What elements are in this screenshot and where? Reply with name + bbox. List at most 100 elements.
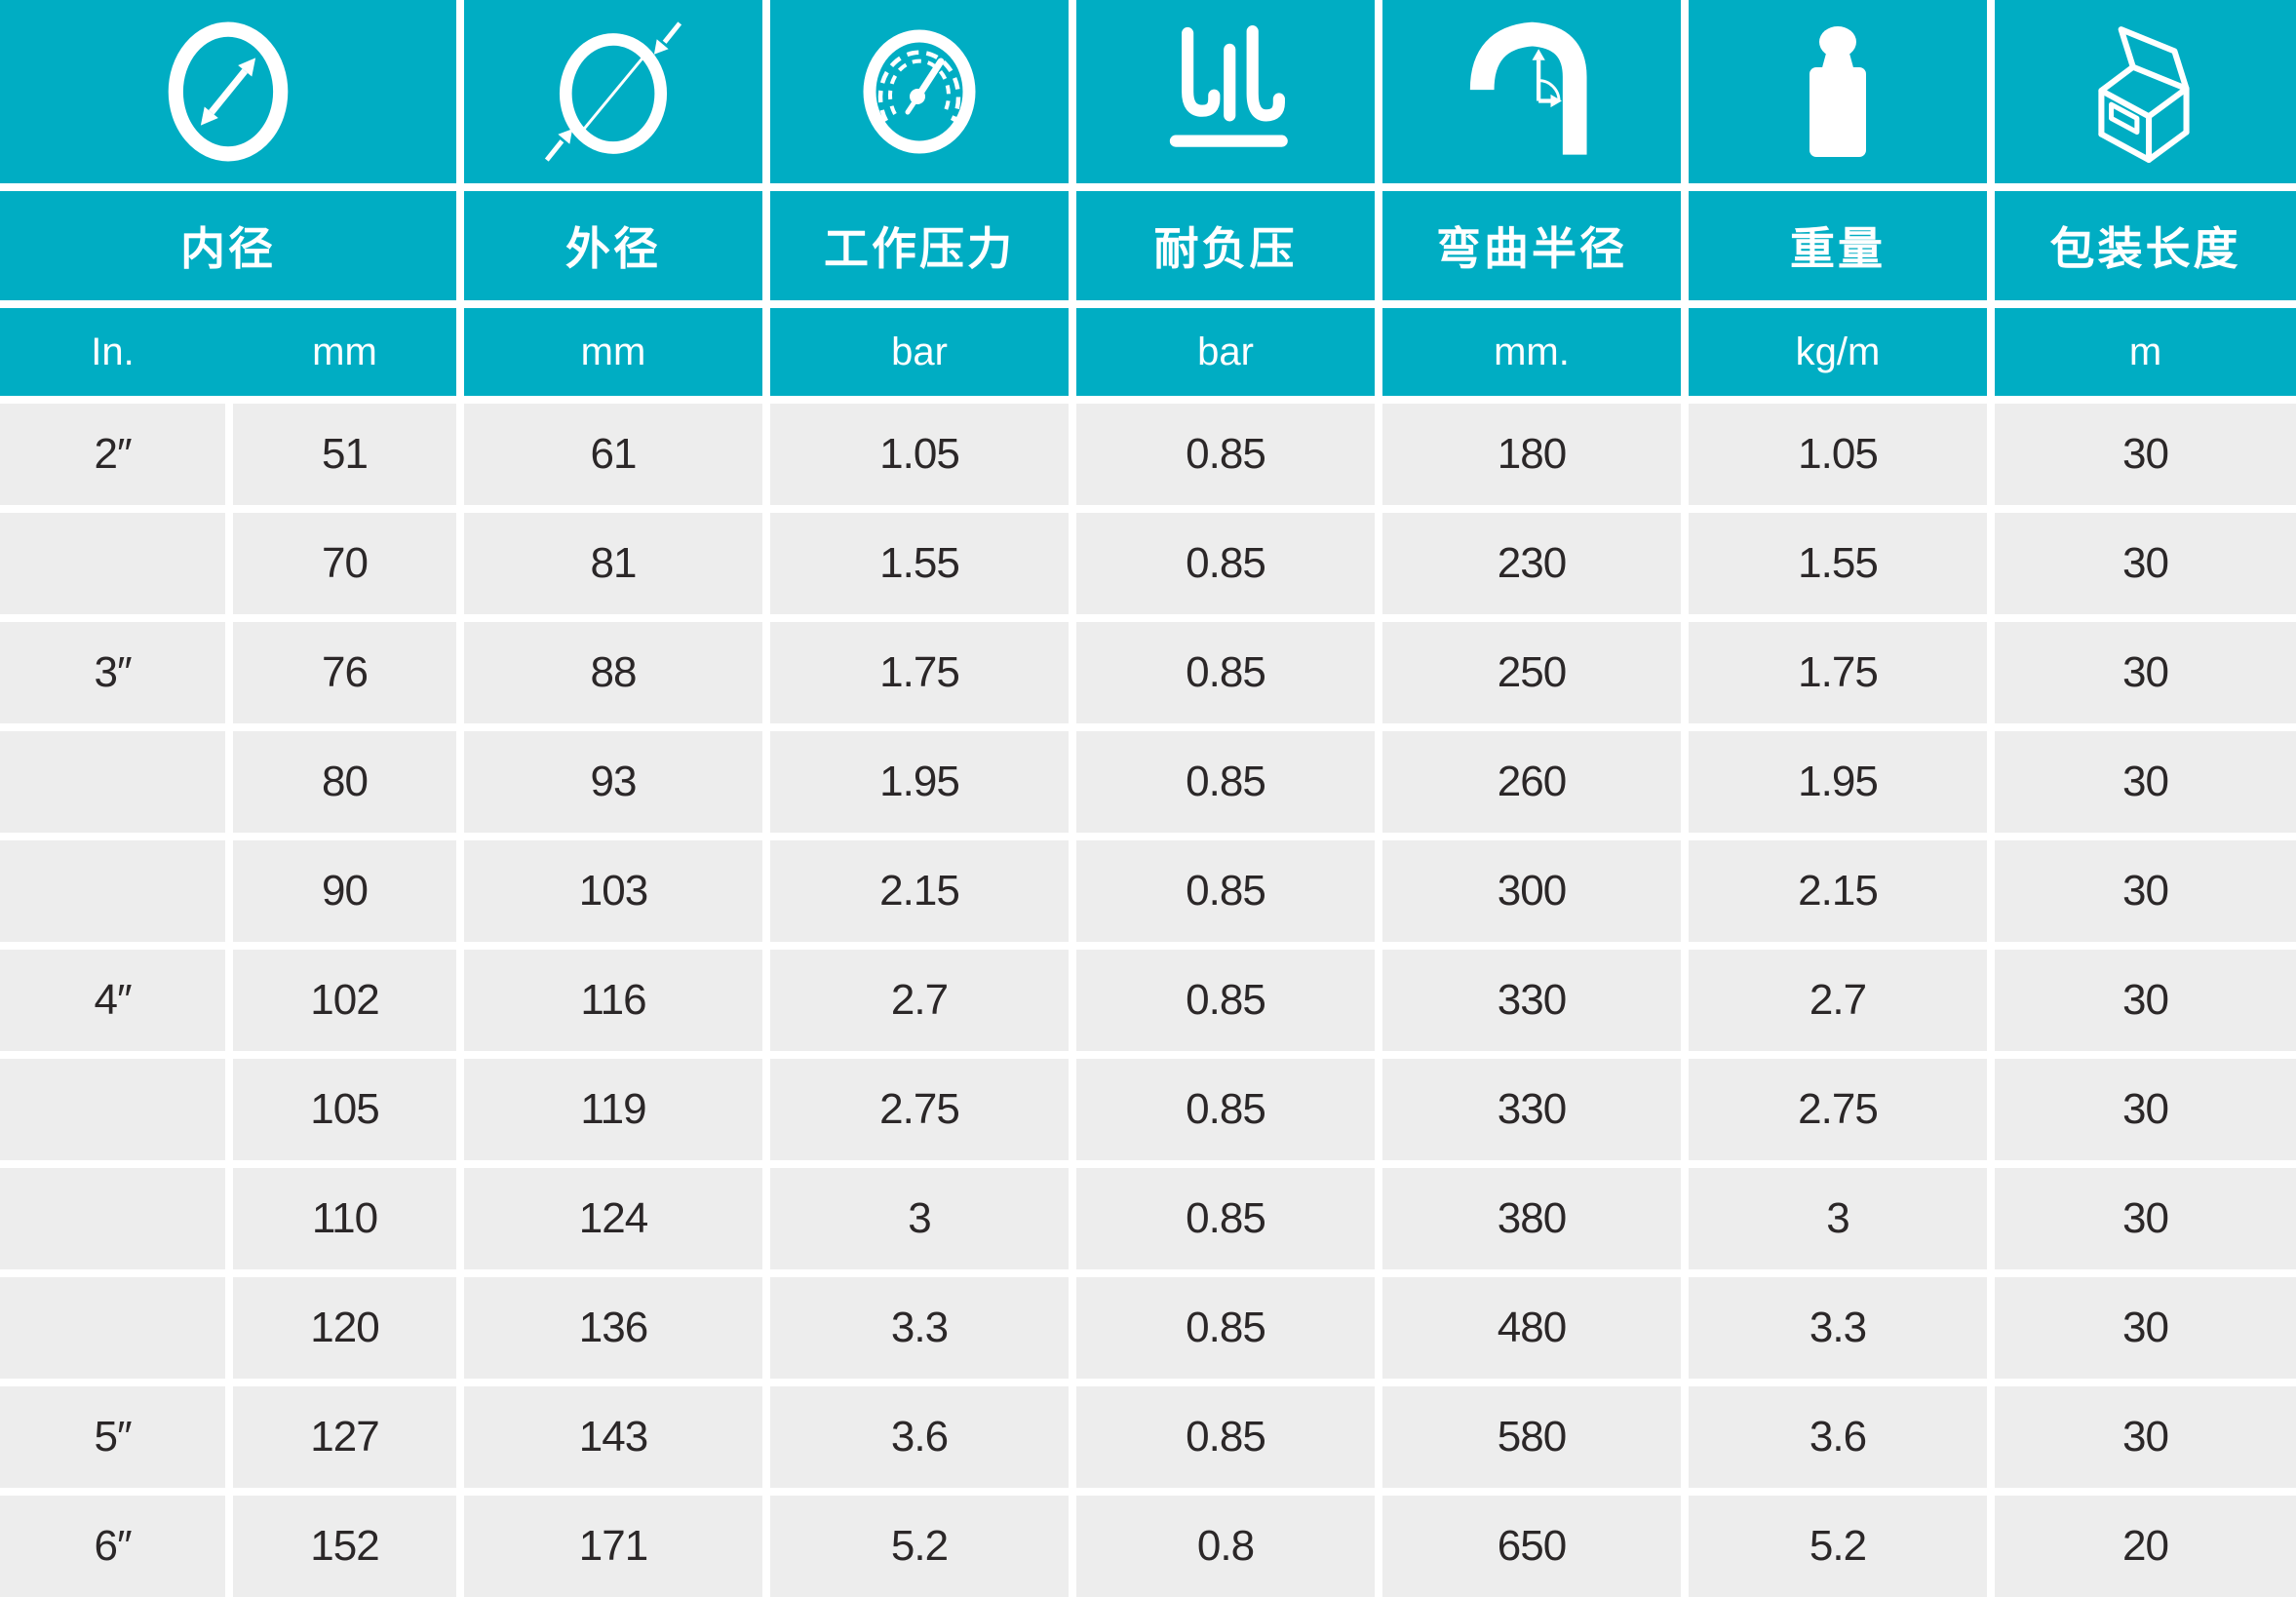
unit-label: mm. <box>1494 330 1570 373</box>
outer-diameter-icon <box>544 21 682 162</box>
table-cell: 1.95 <box>770 731 1069 833</box>
column-title-vacuum-resistance: 耐负压 <box>1076 191 1375 300</box>
table-cell: 30 <box>1995 840 2296 942</box>
column-title-working-pressure: 工作压力 <box>770 191 1069 300</box>
table-cell: 0.85 <box>1076 1059 1375 1160</box>
column-icon-cell-outer-diameter <box>464 0 762 183</box>
inner-diameter-icon <box>168 21 289 162</box>
table-cell: 2.75 <box>770 1059 1069 1160</box>
column-title-label: 耐负压 <box>1153 223 1298 274</box>
table-cell: 30 <box>1995 622 2296 723</box>
table-cell: 171 <box>464 1496 762 1597</box>
table-cell: 1.55 <box>1689 513 1987 614</box>
table-cell: 4″ <box>0 950 225 1051</box>
unit-cell-working-pressure: bar <box>770 308 1069 396</box>
table-cell <box>0 1168 225 1269</box>
table-cell: 250 <box>1382 622 1681 723</box>
column-title-label: 内径 <box>180 223 276 274</box>
column-title-inner-diameter: 内径 <box>0 191 456 300</box>
table-cell: 3.6 <box>770 1386 1069 1488</box>
table-cell: 119 <box>464 1059 762 1160</box>
table-cell <box>0 1059 225 1160</box>
table-cell: 1.95 <box>1689 731 1987 833</box>
table-cell: 0.85 <box>1076 950 1375 1051</box>
table-cell: 0.8 <box>1076 1496 1375 1597</box>
table-cell: 80 <box>233 731 456 833</box>
table-cell: 0.85 <box>1076 622 1375 723</box>
table-cell: 110 <box>233 1168 456 1269</box>
table-cell: 2.7 <box>1689 950 1987 1051</box>
table-cell: 30 <box>1995 731 2296 833</box>
table-cell: 3″ <box>0 622 225 723</box>
unit-label: m <box>2128 330 2162 373</box>
table-cell: 3 <box>1689 1168 1987 1269</box>
bend-radius-icon <box>1469 21 1587 155</box>
column-icon-cell-weight <box>1689 0 1987 183</box>
table-cell: 330 <box>1382 950 1681 1051</box>
column-title-label: 弯曲半径 <box>1436 223 1627 274</box>
column-icon-cell-working-pressure <box>770 0 1069 183</box>
table-cell: 120 <box>233 1277 456 1379</box>
table-cell: 90 <box>233 840 456 942</box>
unit-label: bar <box>891 330 948 373</box>
table-cell <box>0 840 225 942</box>
table-cell: 124 <box>464 1168 762 1269</box>
column-title-label: 包装长度 <box>2049 223 2241 274</box>
table-cell: 1.75 <box>1689 622 1987 723</box>
table-cell: 0.85 <box>1076 840 1375 942</box>
weight-icon <box>1810 26 1866 157</box>
table-cell: 143 <box>464 1386 762 1488</box>
column-icon-cell-bend-radius <box>1382 0 1681 183</box>
table-cell: 580 <box>1382 1386 1681 1488</box>
table-cell: 1.05 <box>1689 404 1987 505</box>
table-cell: 127 <box>233 1386 456 1488</box>
table-cell: 1.05 <box>770 404 1069 505</box>
column-title-weight: 重量 <box>1689 191 1987 300</box>
package-box-icon <box>2097 26 2190 163</box>
table-cell: 0.85 <box>1076 404 1375 505</box>
table-cell: 20 <box>1995 1496 2296 1597</box>
table-cell: 103 <box>464 840 762 942</box>
pressure-gauge-icon <box>863 29 976 154</box>
table-cell: 105 <box>233 1059 456 1160</box>
column-icon-cell-vacuum-resistance <box>1076 0 1375 183</box>
table-cell: 136 <box>464 1277 762 1379</box>
table-cell: 5″ <box>0 1386 225 1488</box>
table-cell: 30 <box>1995 1059 2296 1160</box>
table-cell: 330 <box>1382 1059 1681 1160</box>
unit-cell-outer-diameter: mm <box>464 308 762 396</box>
table-cell: 2.75 <box>1689 1059 1987 1160</box>
table-cell <box>0 513 225 614</box>
table-cell: 76 <box>233 622 456 723</box>
table-cell: 3.3 <box>770 1277 1069 1379</box>
table-cell: 30 <box>1995 404 2296 505</box>
unit-label: mm <box>580 330 646 373</box>
column-title-label: 外径 <box>565 223 661 274</box>
unit-cell-vacuum-resistance: bar <box>1076 308 1375 396</box>
table-cell: 102 <box>233 950 456 1051</box>
table-cell: 30 <box>1995 1277 2296 1379</box>
column-icon-cell-inner-diameter <box>0 0 456 183</box>
column-title-label: 重量 <box>1790 223 1886 274</box>
table-cell <box>0 1277 225 1379</box>
table-cell: 30 <box>1995 1386 2296 1488</box>
unit-cell-bend-radius: mm. <box>1382 308 1681 396</box>
table-cell: 5.2 <box>1689 1496 1987 1597</box>
table-cell: 2.15 <box>770 840 1069 942</box>
table-cell: 30 <box>1995 1168 2296 1269</box>
vacuum-icon <box>1169 25 1288 147</box>
unit-cell-inner-diameter: In. mm <box>0 308 456 396</box>
unit-label-inch: In. <box>91 330 135 373</box>
table-cell: 260 <box>1382 731 1681 833</box>
table-cell: 0.85 <box>1076 1168 1375 1269</box>
table-cell: 480 <box>1382 1277 1681 1379</box>
table-cell: 70 <box>233 513 456 614</box>
table-cell: 1.75 <box>770 622 1069 723</box>
table-cell: 116 <box>464 950 762 1051</box>
table-cell: 152 <box>233 1496 456 1597</box>
table-cell: 2.15 <box>1689 840 1987 942</box>
table-cell: 30 <box>1995 950 2296 1051</box>
unit-label: kg/m <box>1795 330 1881 373</box>
table-cell: 5.2 <box>770 1496 1069 1597</box>
